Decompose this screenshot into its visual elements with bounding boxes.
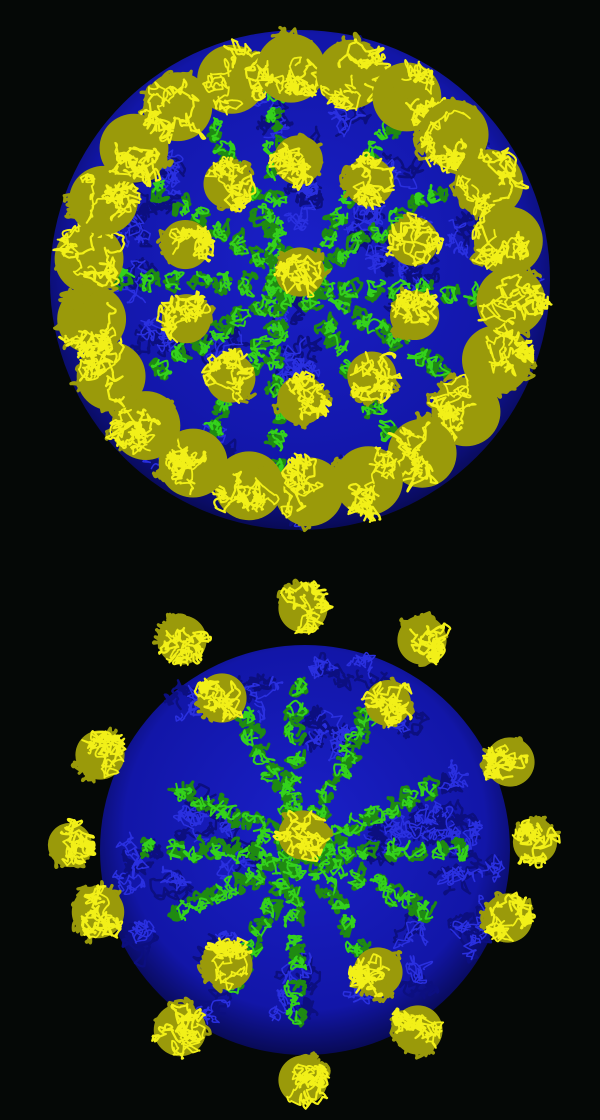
spike-protein — [478, 891, 536, 943]
spike-protein — [47, 817, 97, 869]
spike-protein — [469, 206, 543, 276]
spike-protein — [389, 1005, 445, 1060]
spike-protein — [339, 151, 395, 211]
spike-protein — [272, 809, 334, 863]
shell-subunit — [399, 802, 446, 842]
spike-protein — [476, 258, 553, 339]
spike-protein — [479, 736, 535, 787]
spike-protein — [196, 936, 253, 994]
spike-protein — [267, 132, 324, 192]
spike-protein — [201, 347, 257, 404]
spike-protein — [360, 676, 415, 729]
spike-protein — [347, 947, 403, 1004]
spike-protein — [104, 391, 181, 460]
bottom-capsid-spikes — [47, 578, 561, 1110]
spike-protein — [53, 284, 127, 361]
spike-protein — [156, 290, 216, 344]
spike-protein — [347, 351, 403, 407]
shell-subunit — [195, 982, 237, 1025]
spike-protein — [278, 1051, 331, 1110]
shell-subunit — [367, 814, 414, 855]
spike-protein — [197, 38, 274, 116]
spike-protein — [412, 96, 489, 175]
shell-subunit — [426, 799, 468, 841]
top-capsid-spikes — [52, 25, 553, 533]
shell-subunit — [447, 919, 493, 964]
spike-protein — [155, 219, 216, 270]
spike-protein — [390, 286, 440, 341]
spike-protein — [397, 611, 452, 667]
spike-protein — [206, 451, 284, 521]
spike-protein — [385, 211, 445, 267]
spike-protein — [137, 69, 213, 145]
spike-protein — [151, 612, 212, 667]
shell-subunit — [398, 955, 440, 1000]
shell-subunit — [307, 651, 355, 692]
spike-protein — [511, 815, 561, 869]
spike-protein — [273, 452, 346, 533]
shell-subunit — [121, 919, 160, 968]
spike-protein — [271, 370, 333, 430]
shell-subunit — [149, 865, 194, 903]
spike-protein — [384, 411, 457, 493]
top-capsid — [50, 25, 553, 533]
spike-protein — [52, 221, 126, 296]
spike-protein — [193, 673, 247, 723]
bottom-capsid — [47, 578, 561, 1110]
spike-protein — [70, 880, 125, 945]
spike-protein — [99, 112, 174, 188]
spike-protein — [329, 446, 403, 523]
spike-protein — [276, 578, 334, 635]
shell-subunit — [172, 801, 220, 844]
spike-protein — [69, 334, 146, 417]
shell-subunit — [437, 759, 469, 795]
spike-protein — [151, 996, 212, 1060]
spike-protein — [273, 247, 331, 298]
spike-protein — [447, 147, 530, 221]
spike-protein — [70, 726, 127, 784]
spike-protein — [151, 428, 228, 498]
spike-protein — [203, 155, 257, 213]
